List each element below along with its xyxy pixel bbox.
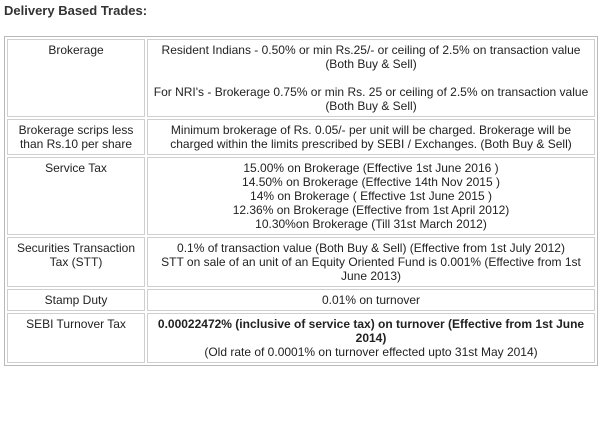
stamp-duty-text: 0.01% on turnover <box>321 293 421 307</box>
row-value-sebi: 0.00022472% (inclusive of service tax) o… <box>147 313 595 363</box>
row-label-scrips: Brokerage scrips less than Rs.10 per sha… <box>7 119 145 155</box>
row-value-service-tax: 15.00% on Brokerage (Effective 1st June … <box>147 157 595 235</box>
stt-line-2: STT on sale of an unit of an Equity Orie… <box>161 255 581 283</box>
scrips-text: Minimum brokerage of Rs. 0.05/- per unit… <box>170 123 572 151</box>
brokerage-nri-text: For NRI's - Brokerage 0.75% or min Rs. 2… <box>153 85 589 113</box>
row-label-stamp-duty: Stamp Duty <box>7 289 145 311</box>
service-tax-line: 12.36% on Brokerage (Effective from 1st … <box>232 203 510 217</box>
table-row-sebi: SEBI Turnover Tax 0.00022472% (inclusive… <box>7 313 595 363</box>
stt-line-1: 0.1% of transaction value (Both Buy & Se… <box>177 241 565 255</box>
table-row-stamp-duty: Stamp Duty 0.01% on turnover <box>7 289 595 311</box>
service-tax-line: 14% on Brokerage ( Effective 1st June 20… <box>250 189 492 203</box>
row-label-service-tax: Service Tax <box>7 157 145 235</box>
row-value-stt: 0.1% of transaction value (Both Buy & Se… <box>147 237 595 287</box>
row-label-stt: Securities Transaction Tax (STT) <box>7 237 145 287</box>
service-tax-line: 14.50% on Brokerage (Effective 14th Nov … <box>242 175 500 189</box>
table-row-brokerage: Brokerage Resident Indians - 0.50% or mi… <box>7 39 595 117</box>
row-value-scrips: Minimum brokerage of Rs. 0.05/- per unit… <box>147 119 595 155</box>
sebi-rate-text: 0.00022472% (inclusive of service tax) o… <box>157 317 585 345</box>
row-label-sebi: SEBI Turnover Tax <box>7 313 145 363</box>
brokerage-resident-text: Resident Indians - 0.50% or min Rs.25/- … <box>161 43 581 71</box>
row-value-brokerage: Resident Indians - 0.50% or min Rs.25/- … <box>147 39 595 117</box>
table-row-service-tax: Service Tax 15.00% on Brokerage (Effecti… <box>7 157 595 235</box>
page-title: Delivery Based Trades: <box>4 3 148 18</box>
table-row-scrips: Brokerage scrips less than Rs.10 per sha… <box>7 119 595 155</box>
sebi-old-rate-text: (Old rate of 0.0001% on turnover effecte… <box>204 345 538 359</box>
row-value-stamp-duty: 0.01% on turnover <box>147 289 595 311</box>
table-row-stt: Securities Transaction Tax (STT) 0.1% of… <box>7 237 595 287</box>
delivery-trades-table: Brokerage Resident Indians - 0.50% or mi… <box>4 36 598 366</box>
service-tax-line: 15.00% on Brokerage (Effective 1st June … <box>243 161 499 175</box>
service-tax-line: 10.30%on Brokerage (Till 31st March 2012… <box>255 217 487 231</box>
row-label-brokerage: Brokerage <box>7 39 145 117</box>
